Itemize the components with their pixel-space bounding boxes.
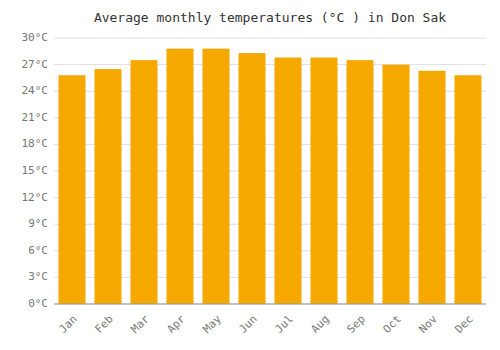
y-tick-label: 6°C <box>28 244 48 257</box>
bar <box>455 75 482 304</box>
x-axis: Jan Feb Mar Apr May Jun Jul Aug Sep Oct Nov Dec <box>57 312 476 336</box>
y-tick-label: 27°C <box>22 58 49 71</box>
bar <box>167 49 194 304</box>
x-tick-label: Jul <box>273 313 296 336</box>
bars <box>59 49 482 304</box>
x-tick-label: Jun <box>237 313 260 336</box>
bar <box>131 60 158 304</box>
y-axis: 0°C 3°C 6°C 9°C 12°C 15°C 18°C 21°C 24°C 27°C 30°C <box>22 31 487 310</box>
x-tick-label: Jan <box>57 313 80 336</box>
chart: Average monthly temperatures (°C ) in Do… <box>0 0 500 350</box>
x-tick-label: Aug <box>309 313 332 336</box>
title: Average monthly temperatures (°C ) in Do… <box>94 10 446 25</box>
y-tick-label: 0°C <box>28 297 48 310</box>
bar <box>311 58 338 304</box>
x-tick-label: Oct <box>381 313 404 336</box>
y-tick-label: 15°C <box>22 164 49 177</box>
bar <box>347 60 374 304</box>
x-tick-label: Sep <box>345 313 368 336</box>
x-tick-label: Apr <box>165 312 189 336</box>
bar <box>95 69 122 304</box>
bar <box>239 53 266 304</box>
x-tick-label: Nov <box>417 312 441 336</box>
y-tick-label: 18°C <box>22 137 49 150</box>
grid-line <box>54 304 486 305</box>
y-tick-label: 12°C <box>22 191 49 204</box>
x-tick-label: Mar <box>129 312 153 336</box>
y-tick-label: 9°C <box>28 217 48 230</box>
bar <box>59 75 86 304</box>
x-tick-label: Dec <box>453 313 476 336</box>
grid-line <box>54 38 486 39</box>
y-tick-label: 21°C <box>22 111 49 124</box>
y-tick-label: 30°C <box>22 31 49 44</box>
y-tick-label: 24°C <box>22 84 49 97</box>
bar <box>275 58 302 304</box>
bar <box>383 65 410 304</box>
bar <box>419 71 446 304</box>
bar <box>203 49 230 304</box>
grid-line <box>54 64 486 65</box>
x-tick-label: May <box>201 312 225 336</box>
y-tick-label: 3°C <box>28 270 48 283</box>
x-axis-line <box>54 304 486 305</box>
x-tick-label: Feb <box>93 313 116 336</box>
